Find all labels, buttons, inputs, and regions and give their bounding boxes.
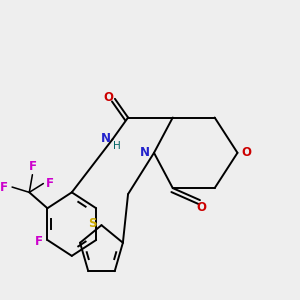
Text: F: F bbox=[0, 181, 8, 194]
Text: F: F bbox=[35, 235, 43, 248]
Text: H: H bbox=[113, 141, 121, 151]
Text: O: O bbox=[241, 146, 251, 159]
Text: O: O bbox=[196, 201, 206, 214]
Text: F: F bbox=[46, 177, 54, 190]
Text: F: F bbox=[28, 160, 36, 173]
Text: N: N bbox=[140, 146, 150, 159]
Text: S: S bbox=[88, 217, 97, 230]
Text: O: O bbox=[103, 91, 113, 103]
Text: N: N bbox=[100, 132, 110, 145]
